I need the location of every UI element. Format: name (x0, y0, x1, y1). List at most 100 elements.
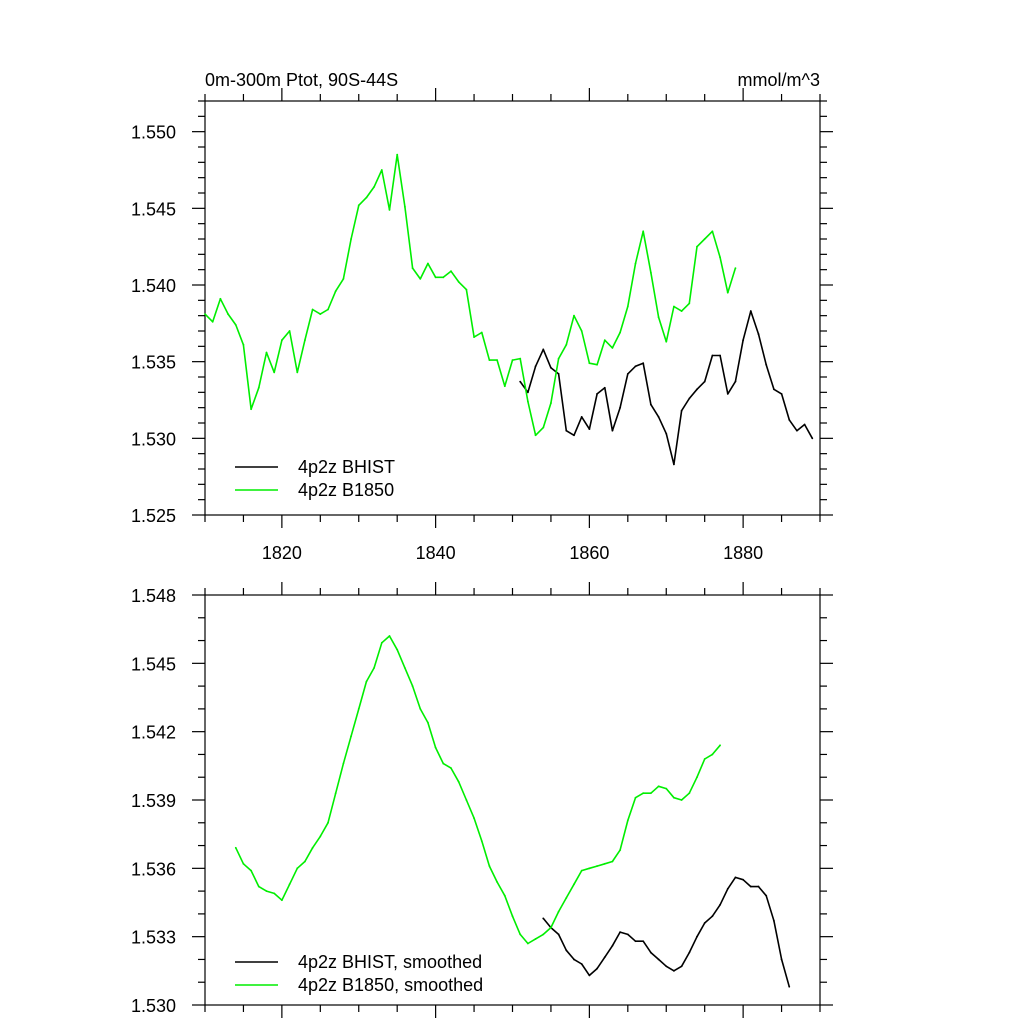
top-x-tick-label: 1820 (262, 543, 302, 563)
top-series-0-point (772, 388, 775, 391)
top-series-line-1 (204, 153, 737, 437)
top-series-1-point (557, 357, 560, 360)
top-series-1-point (673, 305, 675, 308)
top-series-0-point (749, 310, 752, 312)
bottom-series-0-point (665, 965, 668, 968)
bottom-series-1-point (680, 799, 683, 801)
bottom-series-0-point (780, 958, 783, 961)
bottom-series-1-point (488, 865, 491, 867)
top-series-0-point (588, 428, 591, 431)
top-series-1-point (396, 153, 399, 156)
top-series-1-point (250, 408, 253, 411)
bottom-series-1-point (396, 648, 399, 651)
top-series-1-point (734, 267, 737, 270)
top-y-tick-label: 1.535 (131, 353, 176, 373)
top-series-1-point (373, 185, 376, 188)
bottom-series-0-point (788, 985, 791, 988)
bottom-series-1-point (719, 744, 721, 747)
top-series-1-point (496, 359, 499, 362)
bottom-series-0-point (542, 917, 545, 920)
bottom-series-1-point (242, 862, 245, 865)
bottom-series-1-point (304, 860, 306, 863)
bottom-series-1-point (588, 867, 591, 870)
top-series-0-point (765, 363, 768, 366)
bottom-series-1-point (265, 890, 268, 893)
top-series-1-point (696, 245, 698, 248)
bottom-series-1-point (503, 894, 506, 897)
top-series-0-point (634, 365, 637, 368)
top-y-tick-label: 1.530 (131, 429, 176, 449)
bottom-series-1-point (427, 721, 429, 724)
top-series-1-point (334, 290, 337, 293)
bottom-series-0-point (626, 933, 629, 936)
top-series-1-point (442, 276, 445, 279)
bottom-series-0-point (703, 922, 706, 924)
bottom-series-1-point (380, 641, 383, 644)
top-series-1-point (634, 262, 637, 265)
top-legend-label-1: 4p2z B1850 (298, 480, 394, 500)
bottom-series-1-point (419, 707, 422, 710)
top-series-1-point (480, 331, 483, 334)
top-series-1-point (534, 434, 537, 437)
bottom-series-1-point (288, 883, 291, 886)
bottom-series-1-point (234, 846, 237, 849)
bottom-series-0-point (573, 958, 575, 961)
top-series-1-point (380, 169, 383, 171)
bottom-y-tick-label: 1.536 (131, 859, 176, 879)
bottom-series-1-point (357, 707, 360, 710)
bottom-series-1-point (703, 758, 706, 760)
bottom-series-1-point (342, 762, 345, 765)
top-series-0-point (649, 403, 652, 406)
bottom-series-1-point (657, 785, 660, 788)
bottom-series-1-point (473, 817, 475, 820)
top-series-0-point (642, 362, 645, 365)
top-series-1-point (427, 262, 429, 265)
top-series-0-point (565, 429, 568, 432)
bottom-series-0-point (772, 919, 775, 922)
top-series-1-point (550, 402, 552, 404)
bottom-y-tick-label: 1.548 (131, 586, 176, 606)
top-series-1-point (688, 302, 691, 305)
top-series-1-point (726, 291, 729, 294)
top-x-tick-label: 1840 (416, 543, 456, 563)
top-series-1-point (519, 357, 522, 360)
top-series-1-point (227, 313, 229, 316)
bottom-series-1-point (519, 933, 522, 936)
top-series-1-point (296, 371, 299, 374)
top-series-0-point (619, 406, 622, 409)
bottom-series-1-point (480, 840, 483, 842)
top-series-1-point (465, 288, 468, 291)
top-series-1-point (526, 400, 529, 403)
bottom-series-1-point (542, 933, 545, 936)
top-series-0-point (796, 429, 798, 432)
top-series-0-point (742, 339, 745, 342)
bottom-series-1-point (611, 860, 614, 863)
top-series-1-point (665, 340, 668, 343)
top-series-0-point (534, 365, 537, 368)
top-series-1-point (611, 346, 614, 349)
top-series-0-point (550, 366, 552, 369)
top-series-1-point (642, 230, 645, 233)
top-series-0-point (611, 429, 614, 432)
top-series-0-point (665, 432, 668, 435)
bottom-series-0-point (596, 967, 598, 970)
top-series-0-point (711, 354, 714, 357)
top-series-1-point (273, 371, 276, 374)
top-series-1-point (388, 208, 391, 211)
bottom-series-1-point (334, 792, 337, 795)
bottom-series-0-point (765, 894, 768, 897)
top-series-0-point (673, 463, 675, 466)
top-series-0-point (734, 380, 737, 383)
bottom-series-0-point (742, 878, 745, 881)
top-series-1-point (542, 426, 545, 429)
bottom-series-1-point (649, 792, 652, 795)
top-series-1-point (365, 196, 368, 199)
bottom-y-tick-label: 1.545 (131, 654, 176, 674)
bottom-series-1-point (388, 635, 391, 637)
top-legend-label-0: 4p2z BHIST (298, 457, 395, 477)
top-series-1-point (580, 330, 583, 332)
bottom-series-1-point (573, 883, 575, 886)
top-series-1-point (703, 238, 706, 240)
top-panel: 1820 1840 1860 1880 1.525 1.530 1.535 1.540 1.54… (131, 70, 833, 563)
